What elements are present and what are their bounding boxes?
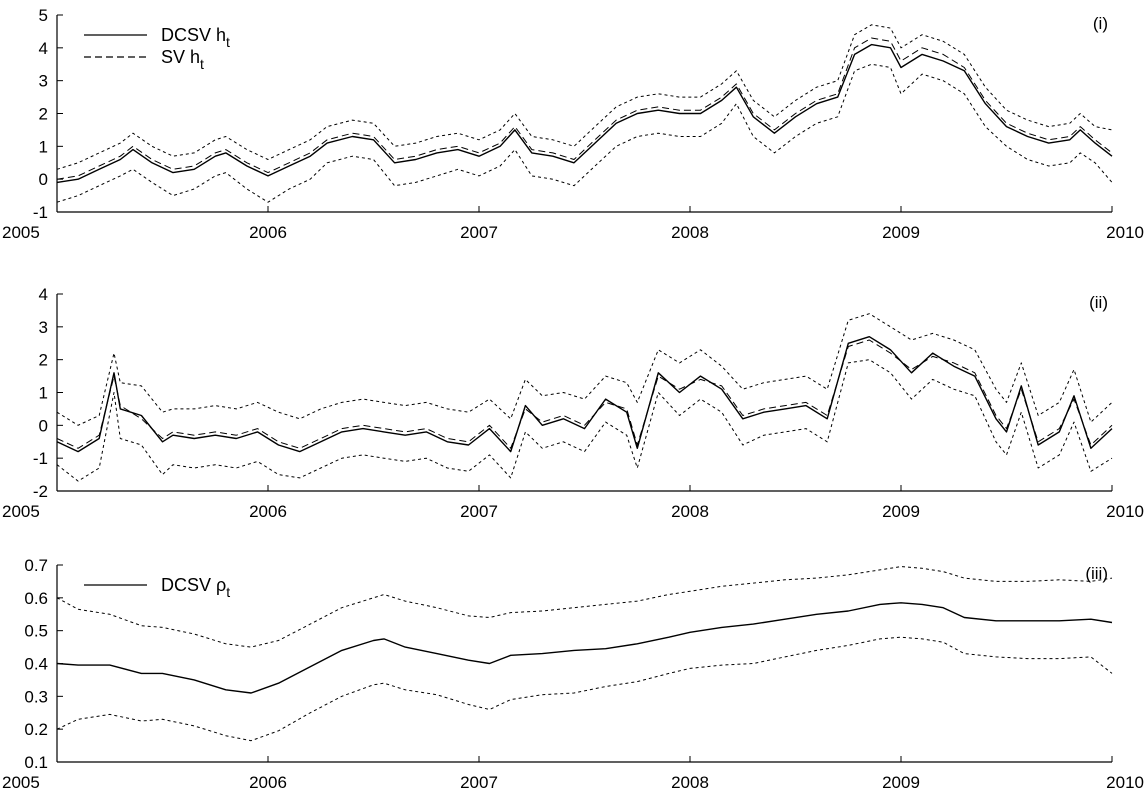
x-tick-label: 2010 (1106, 773, 1144, 792)
x-tick-label: 2010 (1106, 502, 1144, 521)
series-line-dotted (56, 359, 1113, 482)
legend-label-subscript: t (226, 584, 230, 600)
y-tick-label: 0.5 (24, 622, 48, 641)
y-tick-label: 2 (39, 105, 48, 124)
x-tick-label: 2010 (1106, 223, 1144, 242)
series-line-dashed (56, 37, 1113, 180)
y-tick-label: -1 (33, 449, 48, 468)
legend-label-text: DCSV ρ (161, 575, 226, 595)
x-tick-label: 2006 (249, 773, 287, 792)
x-tick-label: 2009 (882, 773, 920, 792)
legend-label: DCSV ρt (161, 575, 230, 600)
series-line-dotted (56, 63, 1113, 203)
x-tick-label: 2006 (249, 502, 287, 521)
x-tick-label: 2007 (460, 223, 498, 242)
y-tick-label: 5 (39, 6, 48, 25)
series-line-dotted (56, 313, 1113, 426)
legend-label-subscript: t (200, 56, 204, 72)
y-tick-label: 0 (39, 170, 48, 189)
y-tick-label: 0.1 (24, 753, 48, 772)
x-tick-label: 2006 (249, 223, 287, 242)
legend-label-text: SV h (161, 47, 200, 67)
panel-label: (i) (1093, 14, 1108, 33)
series-line-dotted (56, 24, 1113, 170)
y-tick-label: 1 (39, 137, 48, 156)
legend-label-text: DCSV h (161, 25, 226, 45)
x-tick-label: 2005 (2, 223, 40, 242)
y-tick-label: 0.2 (24, 720, 48, 739)
legend: DCSV ρt (84, 575, 230, 600)
chart-panel-3: 0.1 0.2 0.3 0.4 0.5 0.6 0.7 2005 2006 2007 2008 200… (2, 556, 1144, 792)
panel-label: (ii) (1089, 293, 1108, 312)
y-tick-label: 3 (39, 318, 48, 337)
chart-panel-1: -1 0 1 2 3 4 5 2005 2006 2007 2008 2009 2010 (i) DCSV … (2, 6, 1144, 242)
x-tick-label: 2009 (882, 502, 920, 521)
y-tick-label: 4 (39, 39, 48, 58)
y-tick-label: 4 (39, 285, 48, 304)
x-tick-label: 2007 (460, 502, 498, 521)
legend-label-subscript: t (226, 34, 230, 50)
series-line-solid (56, 43, 1113, 184)
y-tick-label: 0.3 (24, 687, 48, 706)
x-tick-label: 2005 (2, 773, 40, 792)
y-tick-label: 0.6 (24, 589, 48, 608)
panel-label: (iii) (1085, 564, 1108, 583)
y-tick-label: 0.4 (24, 655, 48, 674)
legend-label: DCSV ht (161, 25, 230, 50)
x-tick-label: 2008 (671, 502, 709, 521)
x-tick-label: 2008 (671, 773, 709, 792)
y-tick-label: 0.7 (24, 556, 48, 575)
x-tick-label: 2007 (460, 773, 498, 792)
series-line-dashed (56, 339, 1113, 449)
series-line-solid (56, 336, 1113, 453)
y-tick-label: 3 (39, 72, 48, 91)
series-line-solid (56, 602, 1113, 694)
series-line-dotted (56, 636, 1113, 742)
y-tick-label: -2 (33, 482, 48, 501)
y-tick-label: 2 (39, 351, 48, 370)
chart-panel-2: -2 -1 0 1 2 3 4 2005 2006 2007 2008 2009 2010 (ii) (2, 285, 1144, 521)
x-tick-label: 2008 (671, 223, 709, 242)
y-tick-label: -1 (33, 203, 48, 222)
x-tick-label: 2009 (882, 223, 920, 242)
y-tick-label: 1 (39, 384, 48, 403)
x-tick-label: 2005 (2, 502, 40, 521)
y-tick-label: 0 (39, 416, 48, 435)
legend-label: SV ht (161, 47, 204, 72)
